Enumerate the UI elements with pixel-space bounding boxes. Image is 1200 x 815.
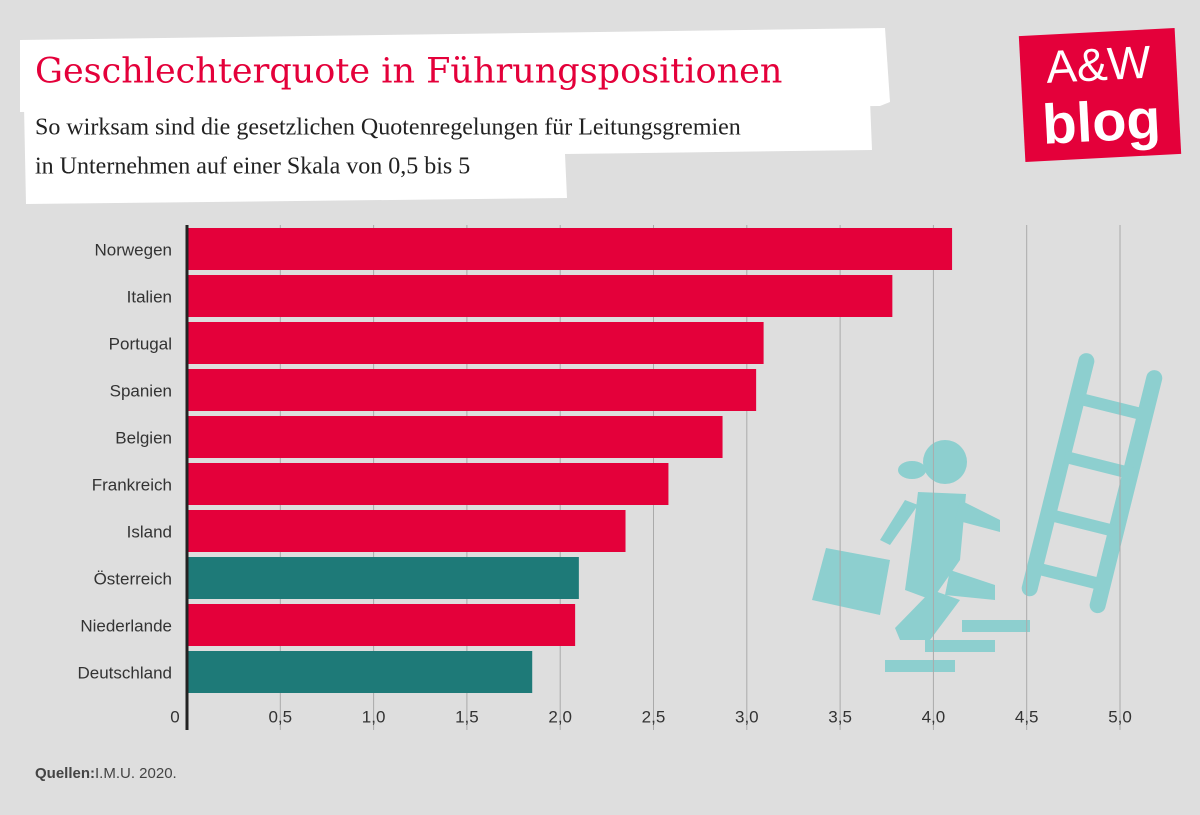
x-tick-label: 5,0 <box>1108 707 1132 726</box>
category-label: Frankreich <box>92 475 172 494</box>
x-tick-label: 4,0 <box>922 707 946 726</box>
ladder-rung <box>1048 509 1120 538</box>
bar <box>187 275 893 317</box>
logo-text: A&W <box>1045 35 1153 92</box>
bar <box>187 463 669 505</box>
figure-leg <box>945 570 995 600</box>
x-tick-label: 1,0 <box>362 707 386 726</box>
source: I.M.U. 2020. <box>95 765 177 782</box>
step <box>962 620 1030 632</box>
x-tick-label: 1,5 <box>455 707 479 726</box>
step <box>925 640 995 652</box>
logo: A&W blog <box>1018 28 1182 162</box>
figure-leg <box>895 590 960 640</box>
bar <box>187 557 579 599</box>
ladder-rail <box>1089 370 1163 614</box>
x-tick-label: 0 <box>170 707 179 726</box>
category-label: Island <box>127 522 172 541</box>
illustration <box>812 353 1163 672</box>
bar <box>187 369 757 411</box>
step <box>885 660 955 672</box>
x-tick-label: 2,5 <box>642 707 666 726</box>
chart-subtitle: So wirksam sind die gesetzlichen Quotenr… <box>35 115 741 141</box>
bar <box>187 604 576 646</box>
bar <box>187 228 953 270</box>
bar <box>187 651 533 693</box>
category-label: Österreich <box>94 569 172 588</box>
category-label: Belgien <box>115 428 172 447</box>
category-label: Italien <box>127 287 172 306</box>
plot <box>185 225 1121 730</box>
x-tick-label: 2,0 <box>548 707 572 726</box>
x-tick-label: 3,5 <box>828 707 852 726</box>
subtitle-box <box>24 100 872 204</box>
logo-text: blog <box>1041 87 1162 156</box>
chart-title: Geschlechterquote in Führungspositionen <box>35 52 782 92</box>
x-tick-label: 3,0 <box>735 707 759 726</box>
figure-head <box>923 440 967 484</box>
logo-box <box>1018 28 1182 162</box>
ladder-rung <box>1077 392 1149 422</box>
ladder-rail <box>1021 353 1095 597</box>
ladder-rung <box>1035 562 1107 592</box>
figure-arm <box>955 500 1000 532</box>
ladder-rung <box>1063 450 1134 480</box>
x-tick-label: 4,5 <box>1015 707 1039 726</box>
category-label: Portugal <box>109 334 172 353</box>
figure-arm <box>880 500 918 545</box>
bar <box>187 510 626 552</box>
bar <box>187 322 764 364</box>
source-label: Quellen: <box>35 765 95 782</box>
category-label: Spanien <box>110 381 172 400</box>
figure-hair <box>898 461 926 479</box>
category-label: Norwegen <box>95 240 173 259</box>
bar <box>187 416 723 458</box>
title-box <box>20 28 890 112</box>
category-label: Deutschland <box>77 663 172 682</box>
briefcase <box>812 548 890 615</box>
x-tick-label: 0,5 <box>268 707 292 726</box>
category-label: Niederlande <box>80 616 172 635</box>
chart-subtitle: in Unternehmen auf einer Skala von 0,5 b… <box>35 154 470 180</box>
